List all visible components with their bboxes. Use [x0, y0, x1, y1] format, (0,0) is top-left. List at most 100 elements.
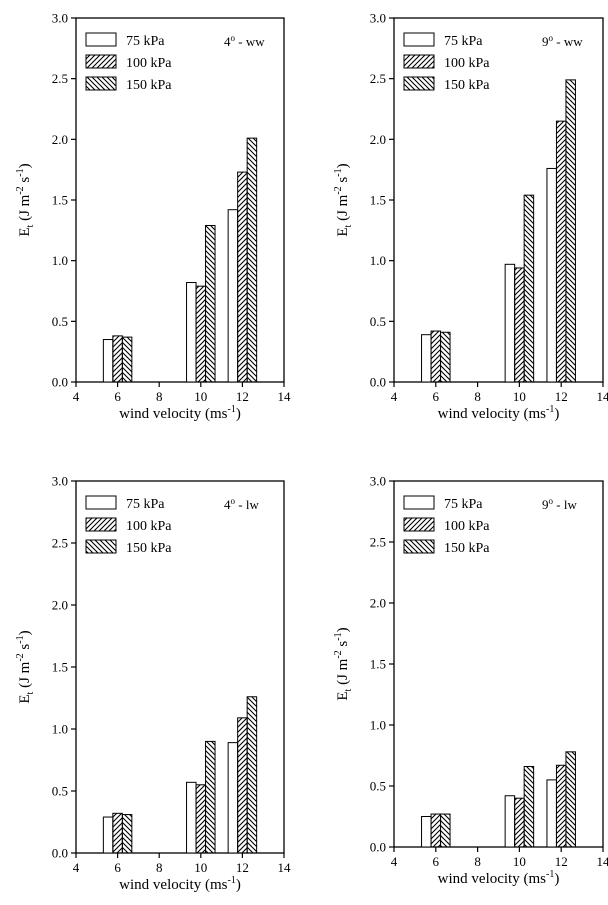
y-tick-label: 0.5 [52, 314, 68, 329]
chart-panel-4: 4 6 8 10 12 14 0.0 0.5 1.0 1.5 2.0 2.5 3.0 wind veloc… [333, 474, 608, 888]
y-tick-label: 3.0 [370, 11, 386, 26]
x-tick-label: 8 [474, 389, 481, 404]
bar-100-kpa-x6 [112, 335, 123, 383]
x-tick-label: 10 [513, 854, 526, 869]
y-tick-label: 2.5 [52, 536, 68, 551]
legend-swatch [85, 32, 117, 47]
legend-label: 100 kPa [126, 56, 172, 71]
x-tick-label: 8 [474, 854, 481, 869]
bar-100-kpa-x10 [514, 797, 525, 848]
bar-75-kpa-x12 [227, 742, 239, 854]
y-tick-label: 0.5 [370, 314, 386, 329]
bar-75-kpa-x6 [102, 339, 114, 383]
bar-100-kpa-x12 [237, 717, 248, 854]
bar-100-kpa-x12 [555, 120, 567, 383]
panel-annotation: 9o - ww [542, 33, 583, 49]
legend-swatch [85, 517, 117, 532]
bar-75-kpa-x10 [504, 795, 516, 848]
bar-75-kpa-x10 [186, 282, 197, 383]
bar-100-kpa-x6 [430, 330, 442, 383]
legend-swatch [403, 539, 435, 554]
y-tick-label: 0.0 [52, 846, 68, 861]
bar-75-kpa-x10 [504, 263, 516, 383]
x-tick-label: 10 [194, 860, 207, 875]
y-axis-label: Et (J m-2 s-1) [15, 630, 36, 703]
bar-75-kpa-x12 [546, 779, 557, 848]
y-tick-label: 0.0 [370, 840, 386, 855]
x-tick-label: 12 [555, 389, 568, 404]
y-tick-label: 2.0 [52, 598, 68, 613]
x-tick-label: 14 [597, 854, 608, 869]
y-tick-label: 1.5 [370, 193, 386, 208]
y-tick-label: 1.0 [370, 253, 386, 268]
legend-label: 75 kPa [444, 34, 483, 49]
y-tick-label: 0.5 [52, 784, 68, 799]
bar-75-kpa-x10 [186, 781, 197, 854]
x-tick-label: 10 [194, 389, 207, 404]
bar-100-kpa-x6 [112, 812, 123, 854]
x-tick-label: 12 [236, 389, 249, 404]
x-tick-label: 6 [433, 389, 440, 404]
y-tick-label: 1.5 [52, 660, 68, 675]
bar-75-kpa-x6 [421, 334, 432, 383]
legend-label: 150 kPa [126, 541, 172, 556]
bar-100-kpa-x6 [430, 813, 442, 848]
x-tick-label: 6 [114, 389, 121, 404]
y-tick-label: 2.5 [370, 71, 386, 86]
x-tick-label: 4 [391, 389, 398, 404]
x-tick-label: 6 [433, 854, 440, 869]
bar-150-kpa-x6 [121, 814, 133, 854]
legend-label: 150 kPa [126, 78, 172, 93]
bar-150-kpa-x10 [205, 224, 216, 383]
bar-150-kpa-x12 [565, 79, 576, 383]
bar-150-kpa-x6 [440, 331, 451, 383]
bar-100-kpa-x10 [195, 285, 207, 383]
bar-75-kpa-x6 [102, 816, 114, 854]
legend-label: 150 kPa [444, 541, 490, 556]
x-tick-label: 8 [156, 389, 163, 404]
legend-swatch [403, 495, 435, 510]
x-tick-label: 14 [597, 389, 608, 404]
x-axis-label: wind velocity (ms-1) [119, 875, 241, 893]
chart-panel-1: 4 6 8 10 12 14 0.0 0.5 1.0 1.5 2.0 2.5 3.0 wind veloc… [15, 11, 291, 423]
y-tick-label: 2.0 [52, 132, 68, 147]
bar-100-kpa-x12 [237, 171, 248, 383]
y-axis-label: Et (J m-2 s-1) [333, 163, 354, 236]
y-tick-label: 1.5 [52, 193, 68, 208]
legend-label: 100 kPa [444, 519, 490, 534]
x-tick-label: 4 [391, 854, 398, 869]
y-tick-label: 1.5 [370, 657, 386, 672]
bar-75-kpa-x6 [421, 816, 432, 848]
y-tick-label: 2.5 [370, 535, 386, 550]
x-tick-label: 4 [73, 860, 80, 875]
x-tick-label: 14 [278, 860, 292, 875]
legend-label: 100 kPa [444, 56, 490, 71]
bar-150-kpa-x10 [523, 194, 535, 383]
x-tick-label: 12 [236, 860, 249, 875]
legend-label: 150 kPa [444, 78, 490, 93]
bar-100-kpa-x10 [195, 784, 207, 854]
y-tick-label: 1.0 [370, 718, 386, 733]
x-axis-label: wind velocity (ms-1) [438, 404, 560, 422]
x-tick-label: 12 [555, 854, 568, 869]
y-tick-label: 3.0 [52, 474, 68, 489]
chart-panel-3: 4 6 8 10 12 14 0.0 0.5 1.0 1.5 2.0 2.5 3.0 wind veloc… [15, 474, 291, 894]
y-tick-label: 2.5 [52, 71, 68, 86]
panel-annotation: 4o - ww [224, 33, 265, 49]
legend-swatch [403, 76, 435, 91]
legend-swatch [85, 539, 117, 554]
y-axis-label: Et (J m-2 s-1) [15, 163, 36, 236]
legend-swatch [403, 32, 435, 47]
bar-150-kpa-x6 [440, 813, 451, 848]
y-tick-label: 0.5 [370, 779, 386, 794]
x-axis-label: wind velocity (ms-1) [119, 404, 241, 422]
legend-swatch [85, 54, 117, 69]
bar-150-kpa-x10 [205, 740, 216, 854]
y-tick-label: 1.0 [52, 253, 68, 268]
bar-150-kpa-x6 [121, 336, 133, 383]
y-axis-label: Et (J m-2 s-1) [333, 627, 354, 700]
bar-150-kpa-x12 [246, 137, 258, 383]
bar-75-kpa-x12 [546, 167, 557, 383]
y-tick-label: 2.0 [370, 132, 386, 147]
